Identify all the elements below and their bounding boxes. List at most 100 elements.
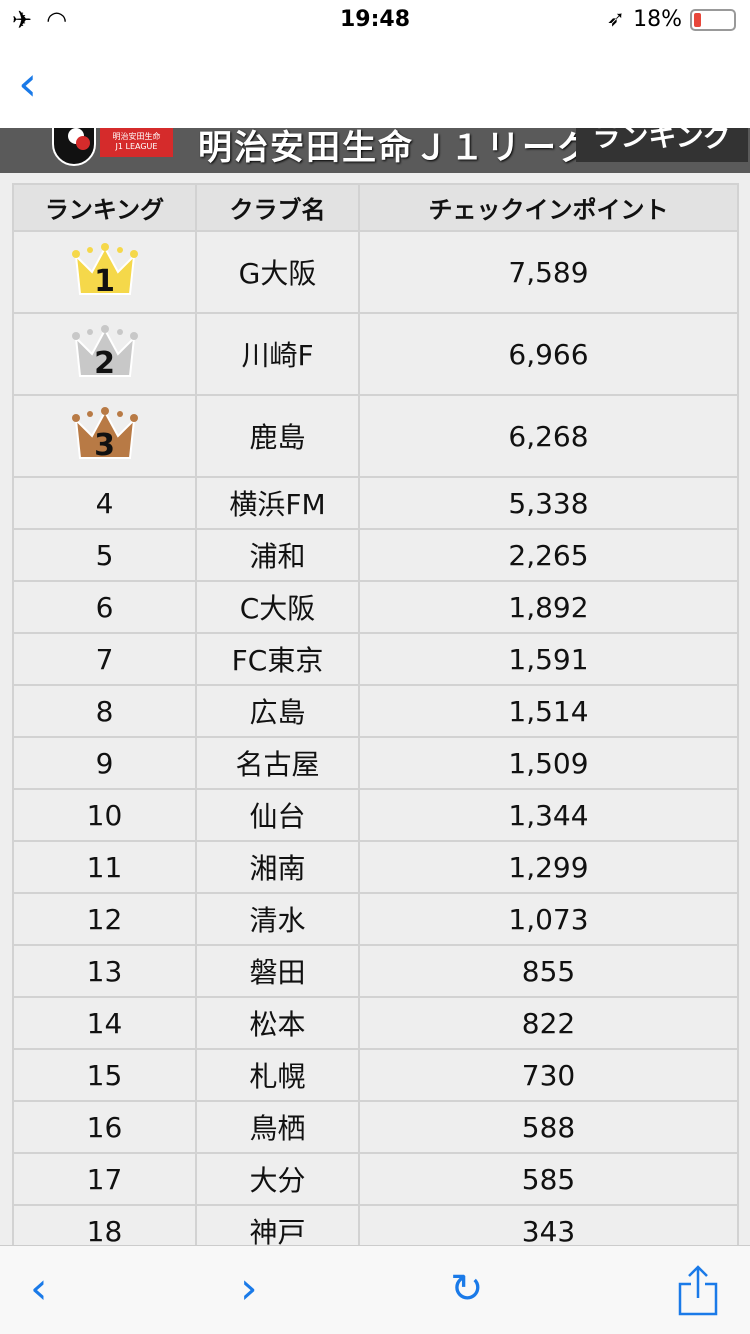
- rank-cell: 17: [12, 1152, 197, 1206]
- table-row: 5 浦和 2,265: [12, 528, 739, 582]
- points-cell: 822: [358, 996, 739, 1050]
- points-cell: 1,591: [358, 632, 739, 686]
- nav-bar: ‹: [0, 40, 750, 128]
- header-rank: ランキング: [12, 183, 197, 232]
- rank-cell: 10: [12, 788, 197, 842]
- status-bar: ✈ ◠ 19:48 ➶ 18%: [0, 0, 750, 40]
- banner-tag: ランキング: [576, 128, 748, 162]
- crown-icon: 1: [71, 242, 138, 302]
- battery-percent: 18%: [633, 7, 682, 32]
- share-icon: [678, 1265, 718, 1316]
- rank-cell: 8: [12, 684, 197, 738]
- points-cell: 2,265: [358, 528, 739, 582]
- points-cell: 855: [358, 944, 739, 998]
- ranking-table: ランキング クラブ名 チェックインポイント 1 G大阪 7,589 2 川崎F 6,966…: [12, 183, 739, 1245]
- table-row: 9 名古屋 1,509: [12, 736, 739, 790]
- crown-icon: 3: [71, 406, 138, 466]
- table-row: 11 湘南 1,299: [12, 840, 739, 894]
- table-row: 7 FC東京 1,591: [12, 632, 739, 686]
- rank-cell: 7: [12, 632, 197, 686]
- club-cell: 札幌: [195, 1048, 360, 1102]
- table-row: 13 磐田 855: [12, 944, 739, 998]
- rank-cell: 3: [12, 394, 197, 478]
- club-cell: 名古屋: [195, 736, 360, 790]
- table-header: ランキング クラブ名 チェックインポイント: [12, 183, 739, 232]
- banner-title: 明治安田生命Ｊ１リーグ: [198, 128, 594, 168]
- points-cell: 1,299: [358, 840, 739, 894]
- back-nav-button[interactable]: ‹: [30, 1263, 48, 1314]
- club-cell: 大分: [195, 1152, 360, 1206]
- logo-label: 明治安田生命 J1 LEAGUE: [100, 128, 173, 157]
- club-cell: 浦和: [195, 528, 360, 582]
- clock: 19:48: [339, 7, 411, 32]
- club-cell: G大阪: [195, 230, 360, 314]
- points-cell: 588: [358, 1100, 739, 1154]
- club-cell: 鹿島: [195, 394, 360, 478]
- rank-cell: 9: [12, 736, 197, 790]
- table-row: 16 鳥栖 588: [12, 1100, 739, 1154]
- club-cell: 清水: [195, 892, 360, 946]
- rank-cell: 15: [12, 1048, 197, 1102]
- table-row: 8 広島 1,514: [12, 684, 739, 738]
- club-cell: 磐田: [195, 944, 360, 998]
- points-cell: 585: [358, 1152, 739, 1206]
- club-cell: 湘南: [195, 840, 360, 894]
- wifi-icon: ◠: [46, 6, 68, 34]
- jleague-logo: [52, 128, 96, 166]
- table-row: 18 神戸 343: [12, 1204, 739, 1245]
- table-row: 2 川崎F 6,966: [12, 312, 739, 396]
- table-row: 6 C大阪 1,892: [12, 580, 739, 634]
- browser-toolbar: ‹ › ↻: [0, 1245, 750, 1334]
- club-cell: 鳥栖: [195, 1100, 360, 1154]
- club-cell: 神戸: [195, 1204, 360, 1245]
- share-button[interactable]: [678, 1264, 718, 1327]
- table-row: 14 松本 822: [12, 996, 739, 1050]
- club-cell: 松本: [195, 996, 360, 1050]
- club-cell: 仙台: [195, 788, 360, 842]
- club-cell: FC東京: [195, 632, 360, 686]
- points-cell: 1,892: [358, 580, 739, 634]
- points-cell: 1,514: [358, 684, 739, 738]
- rank-cell: 14: [12, 996, 197, 1050]
- airplane-mode-icon: ✈: [12, 6, 33, 34]
- table-row: 1 G大阪 7,589: [12, 230, 739, 314]
- rank-cell: 12: [12, 892, 197, 946]
- table-row: 12 清水 1,073: [12, 892, 739, 946]
- reload-button[interactable]: ↻: [450, 1266, 484, 1312]
- rank-cell: 16: [12, 1100, 197, 1154]
- league-banner: 明治安田生命 J1 LEAGUE 明治安田生命Ｊ１リーグ ランキング: [0, 128, 750, 173]
- points-cell: 6,966: [358, 312, 739, 396]
- table-row: 17 大分 585: [12, 1152, 739, 1206]
- rank-cell: 13: [12, 944, 197, 998]
- back-button[interactable]: ‹: [18, 56, 38, 112]
- rank-cell: 18: [12, 1204, 197, 1245]
- table-row: 4 横浜FM 5,338: [12, 476, 739, 530]
- rank-cell: 5: [12, 528, 197, 582]
- club-cell: C大阪: [195, 580, 360, 634]
- header-points: チェックインポイント: [358, 183, 739, 232]
- points-cell: 7,589: [358, 230, 739, 314]
- club-cell: 広島: [195, 684, 360, 738]
- points-cell: 1,344: [358, 788, 739, 842]
- points-cell: 5,338: [358, 476, 739, 530]
- rank-cell: 4: [12, 476, 197, 530]
- points-cell: 1,509: [358, 736, 739, 790]
- location-icon: ➶: [606, 7, 626, 32]
- ranking-content[interactable]: ランキング クラブ名 チェックインポイント 1 G大阪 7,589 2 川崎F 6,966…: [0, 173, 750, 1245]
- points-cell: 6,268: [358, 394, 739, 478]
- rank-cell: 11: [12, 840, 197, 894]
- header-club: クラブ名: [195, 183, 360, 232]
- points-cell: 730: [358, 1048, 739, 1102]
- rank-cell: 2: [12, 312, 197, 396]
- rank-cell: 6: [12, 580, 197, 634]
- crown-icon: 2: [71, 324, 138, 384]
- battery-icon: [690, 8, 736, 31]
- table-row: 10 仙台 1,344: [12, 788, 739, 842]
- forward-nav-button[interactable]: ›: [240, 1263, 258, 1314]
- rank-cell: 1: [12, 230, 197, 314]
- table-row: 15 札幌 730: [12, 1048, 739, 1102]
- club-cell: 横浜FM: [195, 476, 360, 530]
- points-cell: 343: [358, 1204, 739, 1245]
- points-cell: 1,073: [358, 892, 739, 946]
- club-cell: 川崎F: [195, 312, 360, 396]
